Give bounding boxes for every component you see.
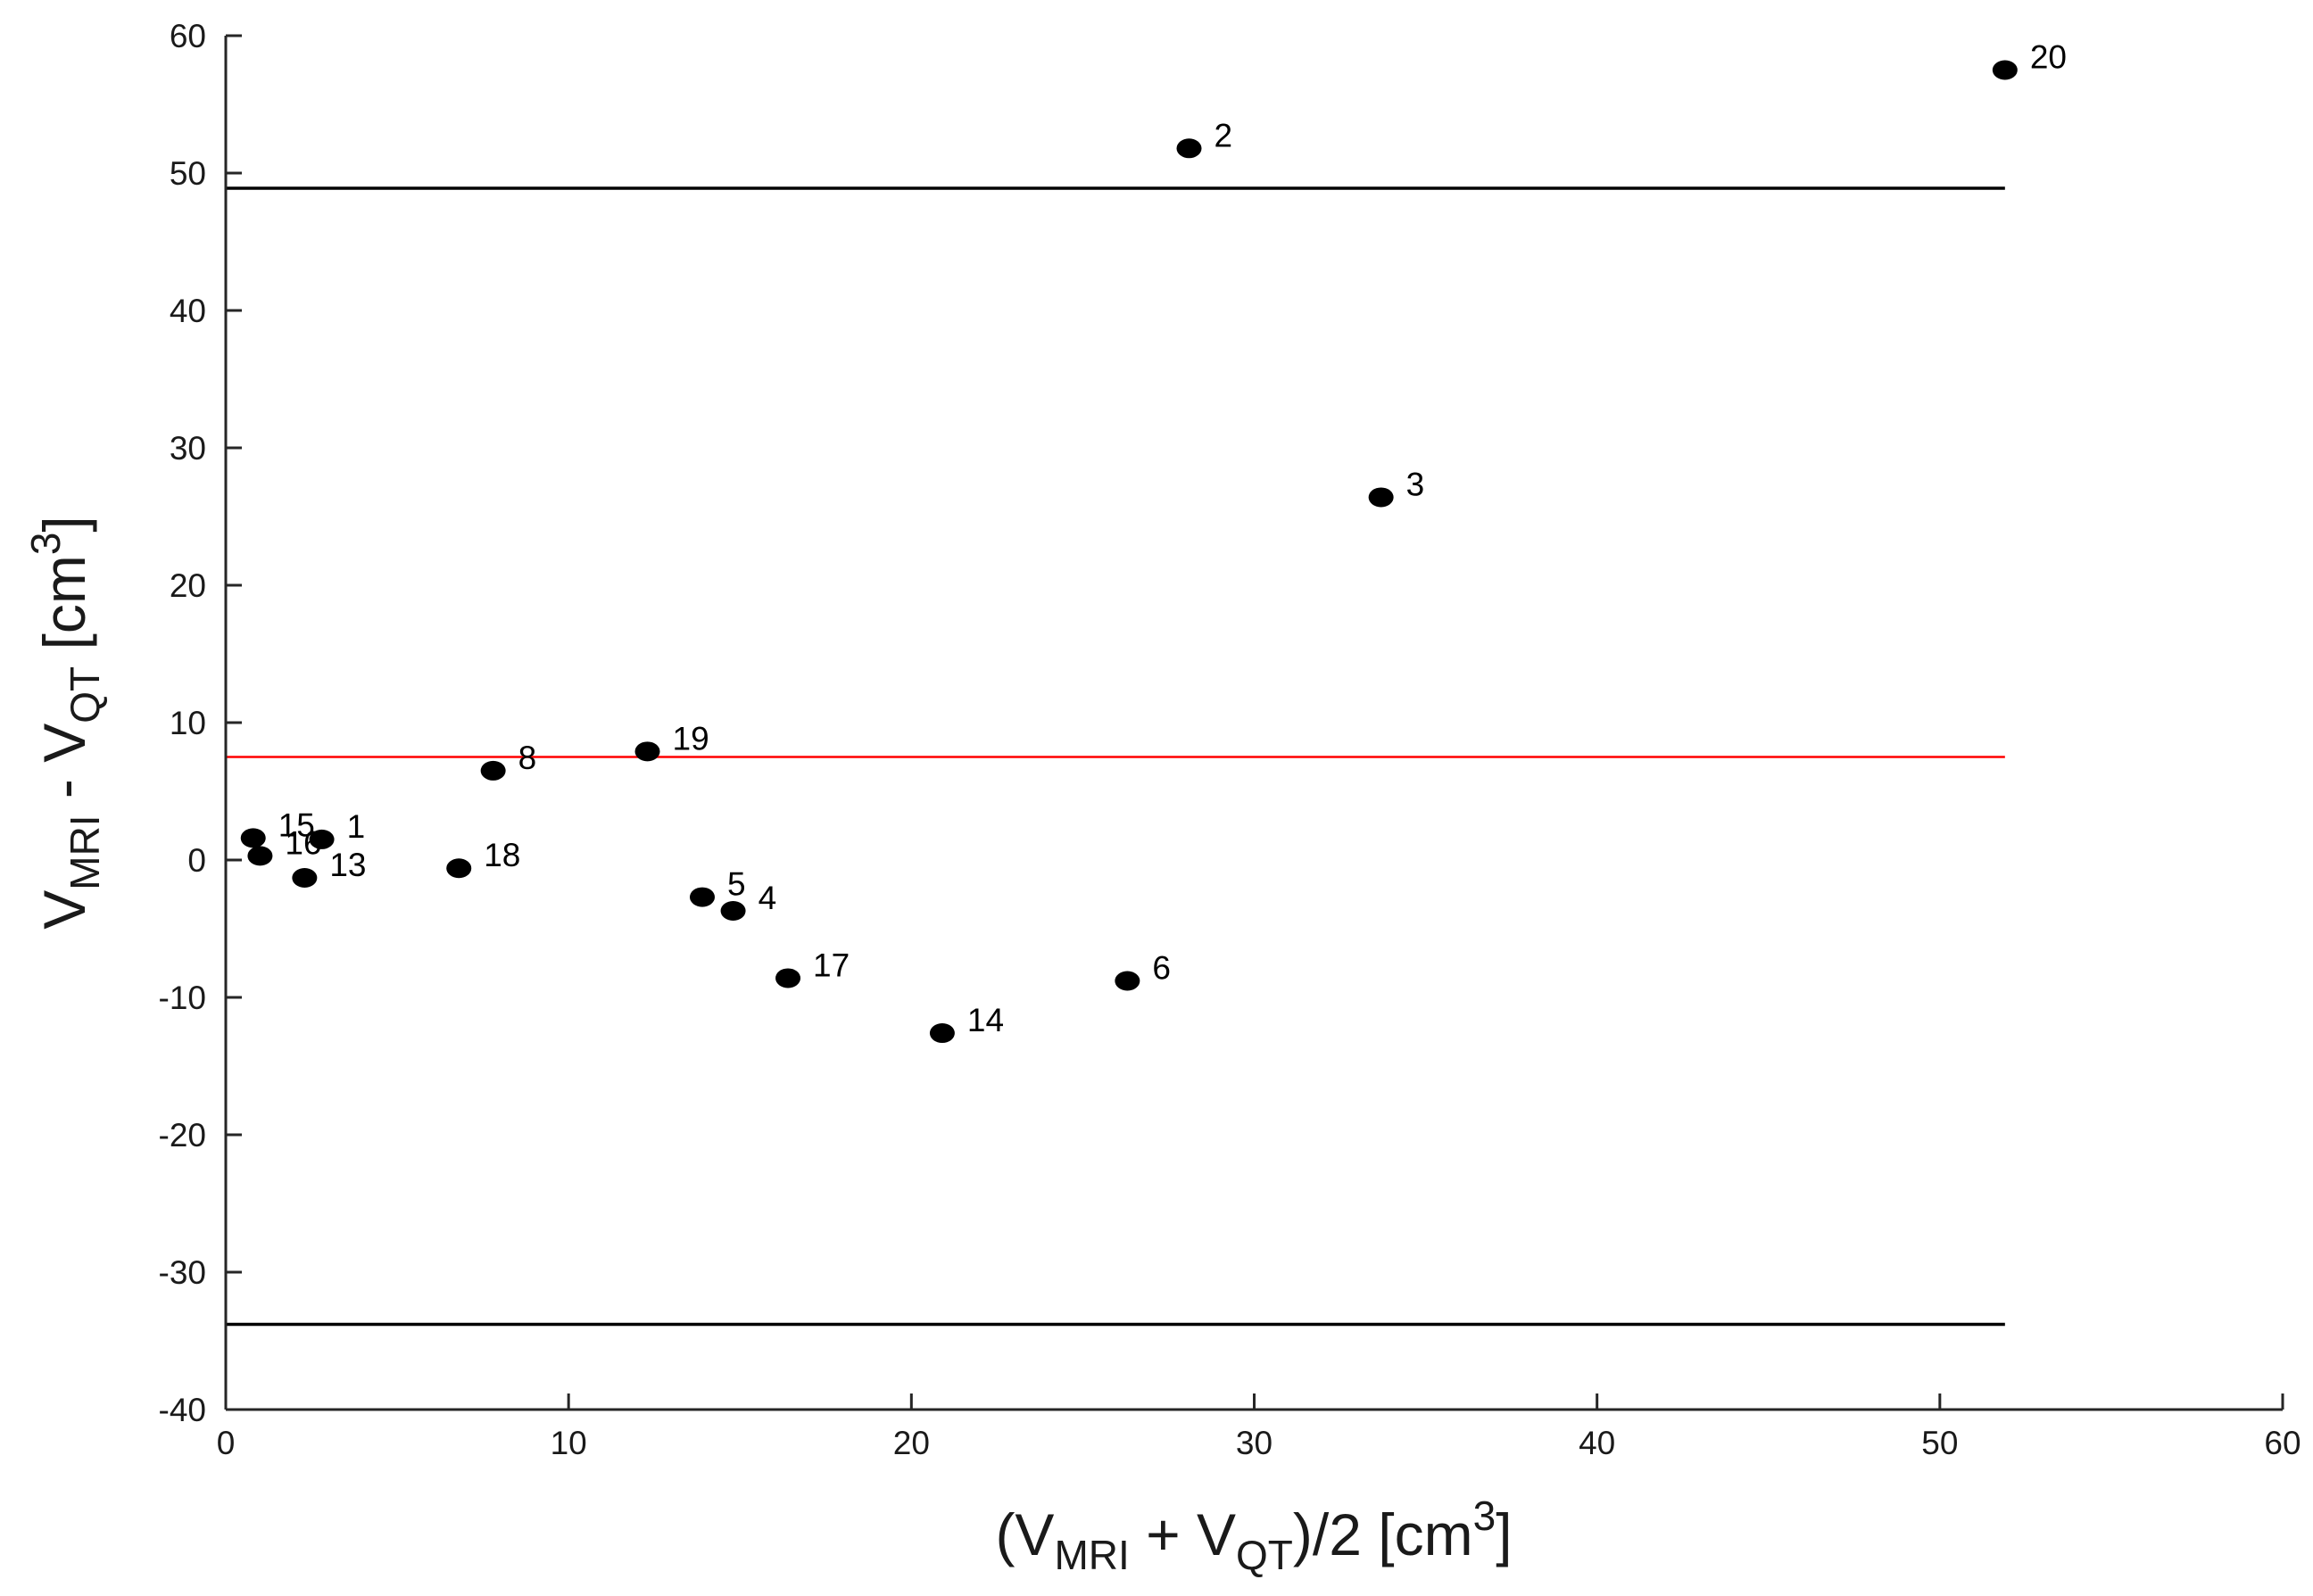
y-tick-label: 0 [187, 842, 206, 879]
data-point [309, 829, 335, 849]
point-label: 14 [967, 1002, 1004, 1038]
point-label: 19 [673, 720, 709, 757]
point-label: 1 [347, 808, 366, 845]
point-label: 15 [278, 806, 315, 843]
data-point [720, 900, 746, 921]
y-ticks: -40 -30 -20 -10 0 10 20 30 40 50 60 [159, 18, 242, 1428]
x-tick-label: 30 [1236, 1425, 1273, 1461]
point-label: 18 [484, 837, 520, 873]
reference-lines [226, 186, 2005, 1327]
data-point [1368, 487, 1394, 508]
data-point [1992, 60, 2018, 80]
data-point [1176, 138, 1202, 159]
data-point [775, 968, 801, 988]
y-tick-label: 40 [170, 293, 206, 329]
point-label: 16 [285, 824, 321, 861]
point-label: 5 [727, 866, 746, 903]
y-tick-label: 50 [170, 155, 206, 192]
x-tick-label: 10 [551, 1425, 587, 1461]
data-point [929, 1023, 955, 1044]
y-tick-label: 10 [170, 705, 206, 741]
point-label: 20 [2030, 39, 2067, 76]
point-label: 3 [1406, 466, 1425, 502]
point-label: 2 [1215, 117, 1233, 153]
x-axis-title: (VMRI + VQT)/2 [cm3] [995, 1493, 1512, 1578]
x-ticks: 0 10 20 30 40 50 60 [217, 1393, 2301, 1461]
y-tick-label: -10 [159, 980, 206, 1016]
data-point [446, 858, 472, 879]
x-tick-label: 60 [2264, 1425, 2301, 1461]
y-tick-label: 30 [170, 430, 206, 467]
y-tick-label: -30 [159, 1254, 206, 1291]
axes [224, 36, 2283, 1411]
x-tick-label: 40 [1579, 1425, 1615, 1461]
x-tick-label: 20 [893, 1425, 930, 1461]
point-label: 17 [813, 947, 850, 983]
x-tick-label: 50 [1921, 1425, 1958, 1461]
data-point [480, 760, 506, 781]
point-label: 4 [759, 880, 777, 916]
data-point [1115, 971, 1140, 991]
data-point [634, 741, 660, 762]
y-tick-label: 20 [170, 567, 206, 604]
point-label: 6 [1152, 950, 1171, 987]
data-point [689, 887, 715, 907]
data-point [240, 828, 266, 848]
data-points [240, 60, 2018, 1044]
point-label: 13 [329, 847, 366, 883]
y-tick-label: -40 [159, 1392, 206, 1428]
y-tick-label: 60 [170, 18, 206, 54]
point-label: 8 [518, 740, 537, 776]
data-point [292, 868, 318, 889]
data-point [247, 846, 273, 866]
x-tick-label: 0 [217, 1425, 236, 1461]
y-axis-title: VMRI - VQT [cm3] [22, 516, 108, 930]
y-tick-label: -20 [159, 1117, 206, 1154]
